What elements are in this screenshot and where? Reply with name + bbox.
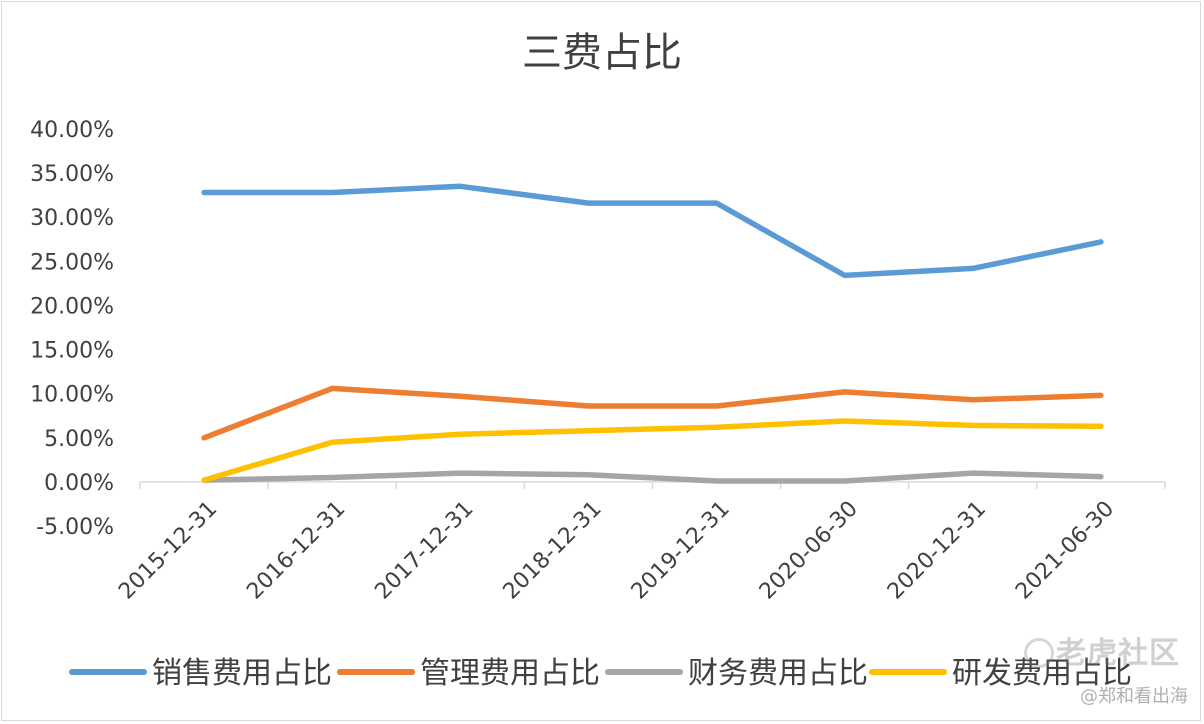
chart-title: 三费占比 xyxy=(522,30,682,76)
x-tick-label: 2016-12-31 xyxy=(242,496,350,604)
legend-label: 销售费用占比 xyxy=(152,656,332,691)
y-tick-label: 5.00% xyxy=(44,427,114,452)
series-line-2 xyxy=(201,470,1104,484)
x-tick-label: 2020-06-30 xyxy=(755,496,863,604)
y-tick-label: 35.00% xyxy=(30,162,114,187)
y-tick-label: 25.00% xyxy=(30,250,114,275)
y-tick-label: 0.00% xyxy=(44,471,114,496)
watermark-user: @郑和看出海 xyxy=(1080,686,1188,707)
series-line-3 xyxy=(201,418,1104,483)
y-tick-label: 15.00% xyxy=(30,339,114,364)
y-tick-label: 20.00% xyxy=(30,294,114,319)
x-tick-label: 2019-12-31 xyxy=(627,496,735,604)
y-tick-label: 40.00% xyxy=(30,118,114,143)
x-tick-label: 2017-12-31 xyxy=(370,496,478,604)
legend-label: 管理费用占比 xyxy=(420,656,600,691)
watermark-logo: 老虎社区 xyxy=(1056,636,1180,671)
x-tick-label: 2020-12-31 xyxy=(883,496,991,604)
x-tick-label: 2021-06-30 xyxy=(1011,496,1119,604)
series-line-0 xyxy=(201,183,1104,279)
y-tick-label: -5.00% xyxy=(36,515,114,540)
watermark-icon xyxy=(1024,638,1054,668)
y-tick-label: 10.00% xyxy=(30,383,114,408)
series-line-1 xyxy=(201,385,1104,441)
legend-label: 财务费用占比 xyxy=(688,656,868,691)
x-tick-label: 2015-12-31 xyxy=(114,496,222,604)
x-tick-label: 2018-12-31 xyxy=(499,496,607,604)
y-tick-label: 30.00% xyxy=(30,206,114,231)
